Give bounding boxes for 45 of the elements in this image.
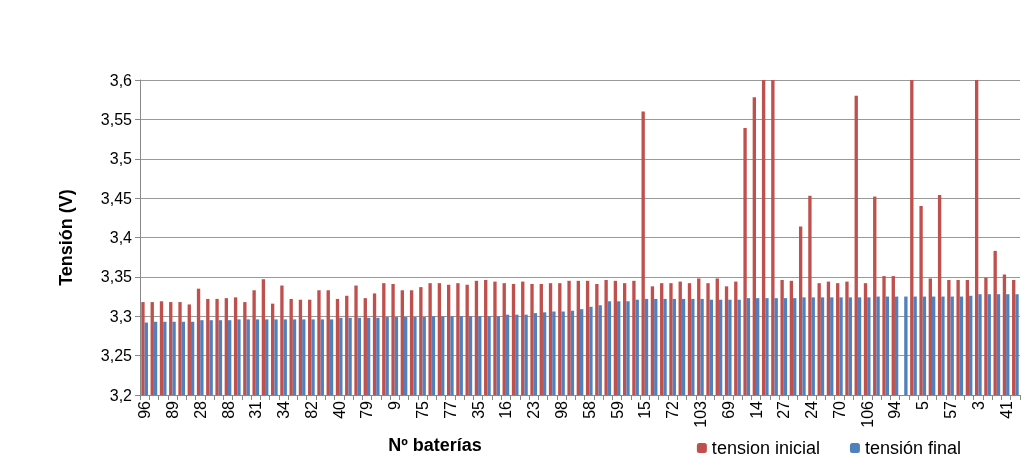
y-tick-label: 3,45 — [100, 189, 133, 207]
x-tick-label: 82 — [302, 400, 320, 419]
x-tick-label: 58 — [580, 400, 598, 419]
x-tick-label: 3 — [969, 400, 987, 410]
y-tick-label: 3,4 — [109, 229, 133, 246]
y-tick-label: 3,3 — [109, 307, 133, 325]
x-tick-label: 77 — [441, 400, 459, 419]
y-axis-title: Tensión (V) — [56, 189, 76, 286]
y-tick-label: 3,5 — [109, 150, 133, 168]
x-tick-label: 89 — [163, 400, 181, 419]
x-tick-label: 14 — [747, 400, 765, 419]
x-tick-label: 5 — [914, 400, 932, 410]
x-tick-label: 75 — [414, 400, 432, 419]
y-tick-label: 3,6 — [109, 71, 133, 89]
x-tick-label: 24 — [803, 400, 821, 419]
x-tick-label: 34 — [275, 400, 293, 419]
x-tick-label: 23 — [525, 400, 543, 419]
x-tick-label: 40 — [330, 400, 348, 419]
x-tick-label: 69 — [719, 400, 737, 419]
x-tick-label: 72 — [664, 400, 682, 419]
x-tick-label: 57 — [942, 400, 960, 419]
y-tick-label: 3,55 — [100, 110, 133, 128]
x-tick-label: 70 — [830, 400, 848, 419]
x-tick-label: 88 — [219, 400, 237, 419]
x-tick-label: 31 — [247, 400, 265, 419]
x-tick-label: 41 — [997, 400, 1015, 419]
y-tick-label: 3,35 — [100, 268, 133, 286]
x-tick-label: 79 — [358, 400, 376, 419]
x-tick-label: 106 — [858, 400, 876, 428]
x-tick-label: 98 — [552, 400, 570, 419]
x-tick-label: 9 — [386, 400, 404, 410]
x-tick-label: 16 — [497, 400, 515, 419]
x-tick-label: 35 — [469, 400, 487, 419]
x-tick-label: 27 — [775, 400, 793, 419]
x-tick-label: 103 — [691, 400, 709, 428]
x-tick-label: 94 — [886, 400, 904, 419]
x-axis-title: Nº baterías — [388, 434, 482, 455]
x-tick-label: 15 — [636, 400, 654, 419]
legend-label: tensión final — [864, 438, 962, 458]
y-tick-label: 3,2 — [109, 386, 133, 404]
x-tick-label: 59 — [608, 400, 626, 419]
x-tick-label: 28 — [191, 400, 209, 419]
y-tick-label: 3,25 — [100, 347, 133, 365]
legend-label: tension inicial — [711, 438, 820, 458]
x-tick-label: 96 — [136, 400, 154, 419]
